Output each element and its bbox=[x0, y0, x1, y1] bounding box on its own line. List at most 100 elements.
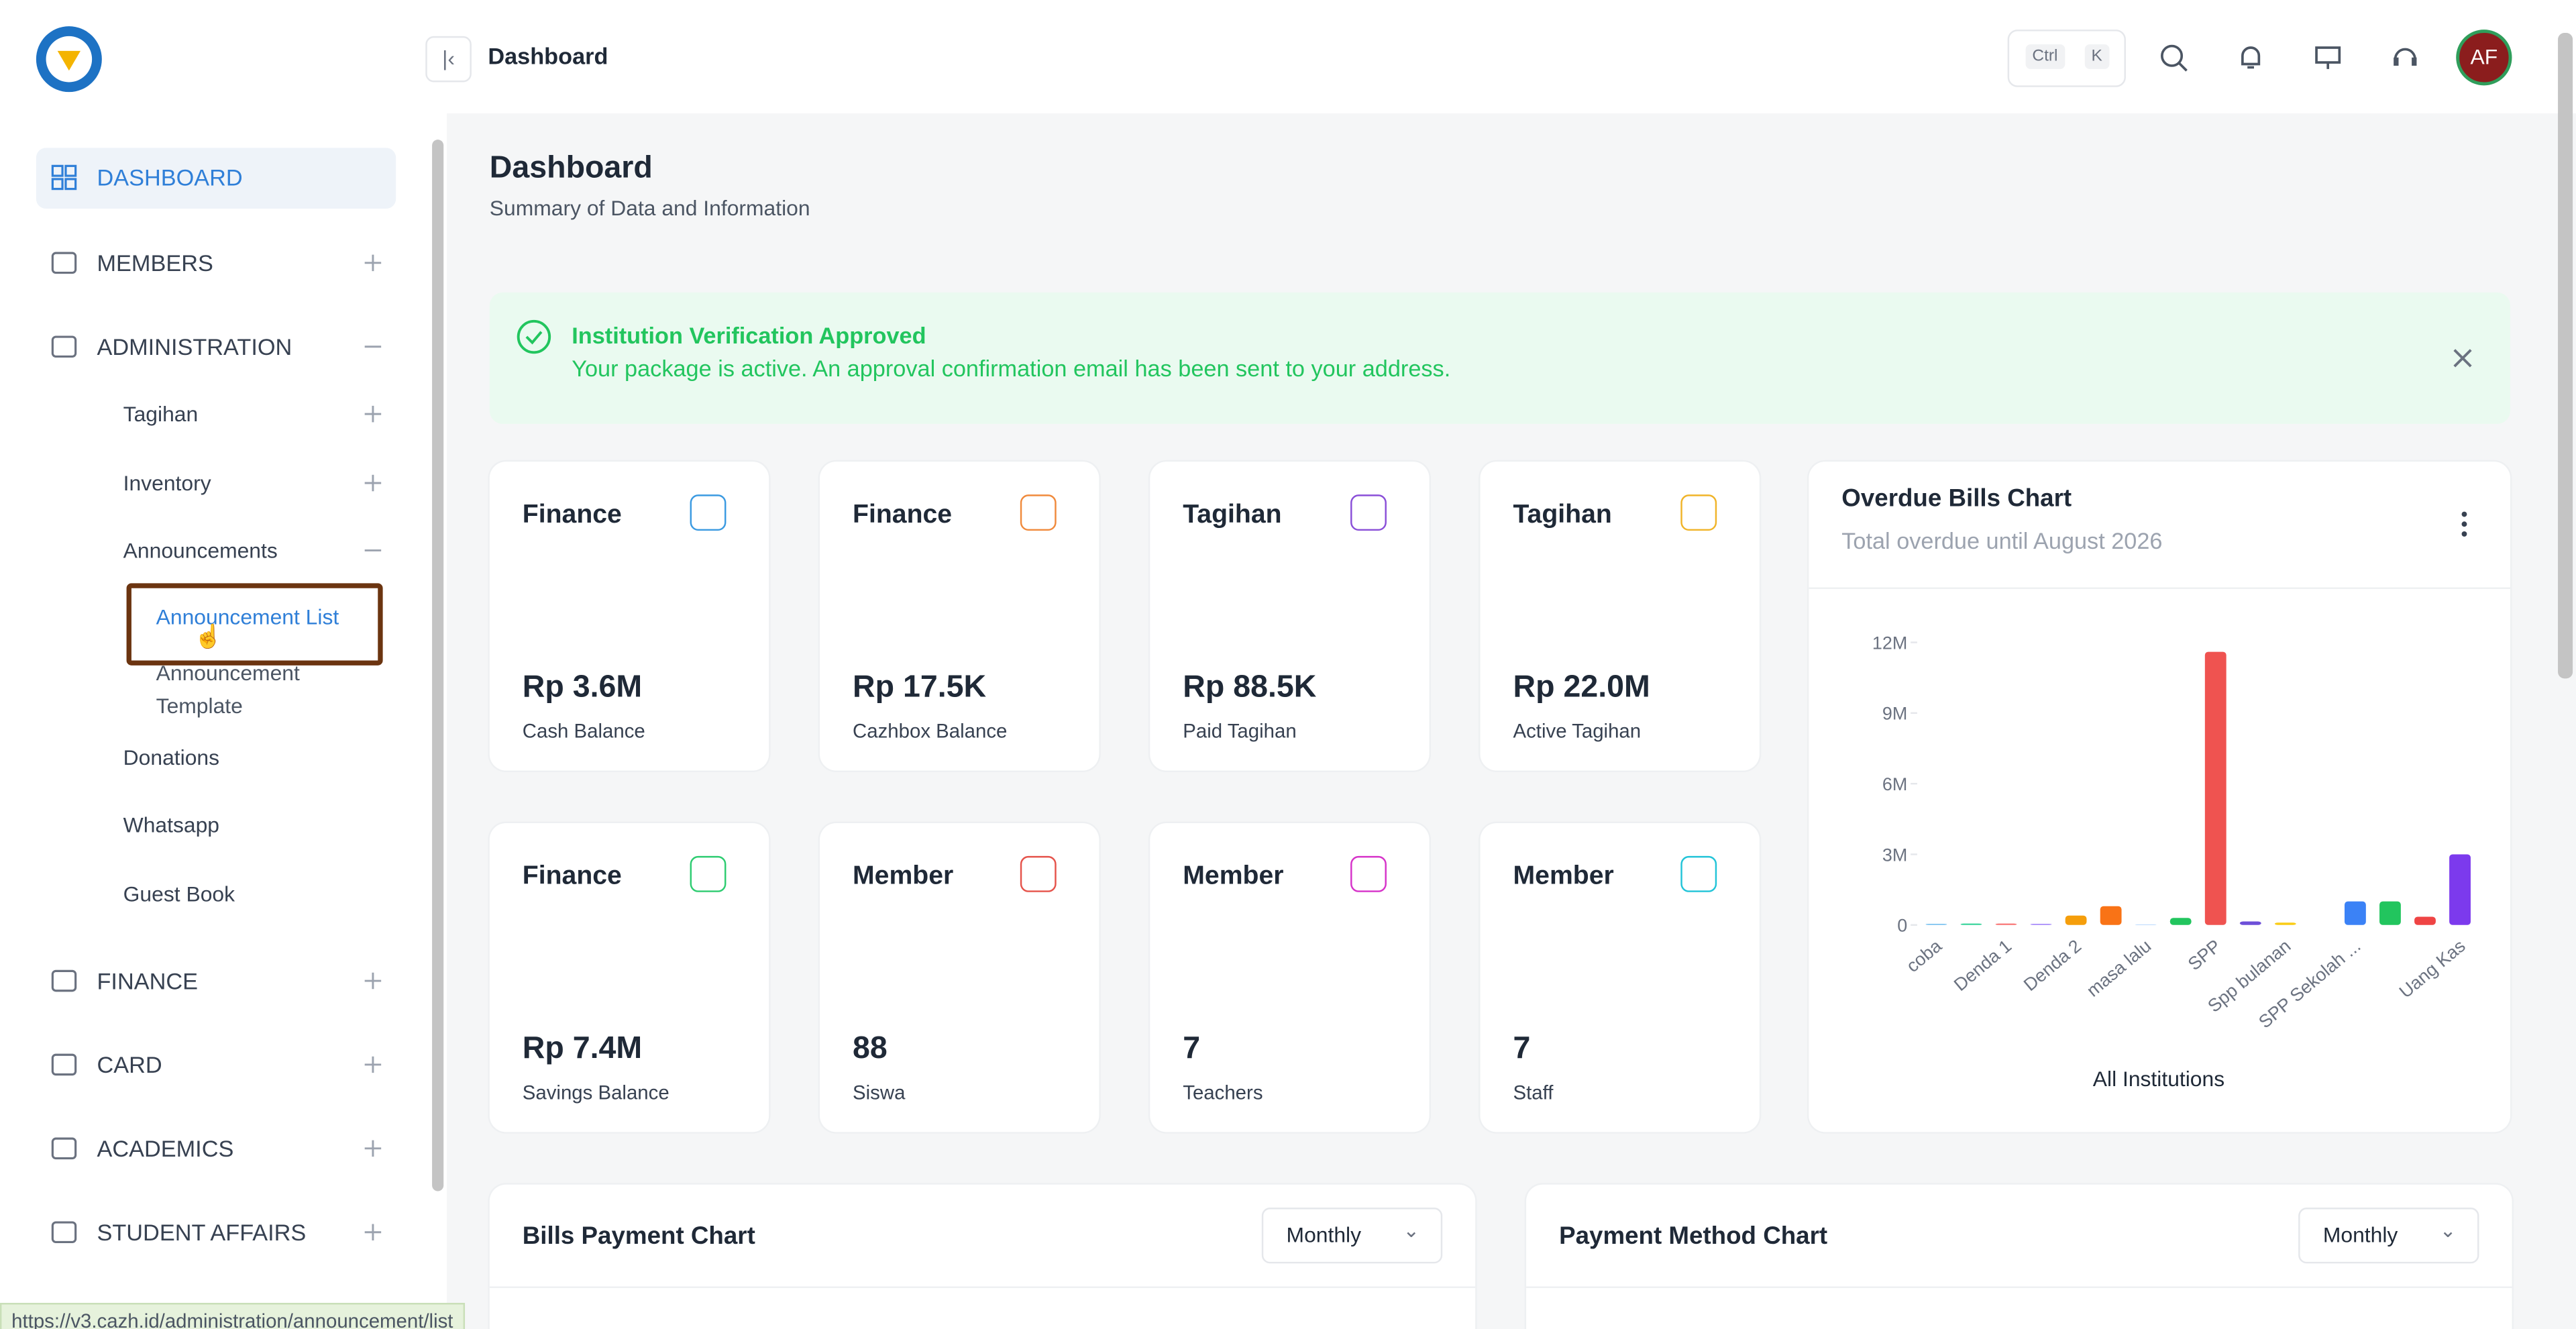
panel-title: Bills Payment Chart bbox=[522, 1222, 755, 1251]
bar bbox=[2379, 901, 2401, 925]
menu-icon[interactable] bbox=[2461, 511, 2467, 537]
bar bbox=[1925, 924, 1947, 925]
collapse-button[interactable]: |‹ bbox=[425, 36, 472, 83]
card-label: Active Tagihan bbox=[1513, 719, 1642, 743]
stat-card[interactable]: Tagihan Rp 88.5K Paid Tagihan bbox=[1150, 462, 1430, 771]
y-tick-label: 12M bbox=[1872, 633, 1907, 653]
card-label: Teachers bbox=[1183, 1081, 1263, 1104]
sub-nav-item[interactable]: Announcements bbox=[123, 538, 278, 563]
monitor-icon[interactable] bbox=[2313, 43, 2343, 72]
card-icon bbox=[1020, 494, 1057, 531]
card-category: Member bbox=[1513, 862, 1614, 891]
sub-nav-item[interactable]: Whatsapp bbox=[123, 812, 220, 837]
collapse-icon[interactable] bbox=[363, 337, 382, 356]
nav-item[interactable]: ADMINISTRATION bbox=[97, 333, 292, 360]
stat-card[interactable]: Finance Rp 7.4M Savings Balance bbox=[489, 822, 769, 1132]
nav-item[interactable]: CARD bbox=[97, 1051, 162, 1078]
panel-card: Payment Method Chart Monthly ⌄ bbox=[1526, 1184, 2512, 1329]
period-select[interactable]: Monthly ⌄ bbox=[1261, 1208, 1443, 1264]
stat-card[interactable]: Member 7 Staff bbox=[1480, 822, 1760, 1132]
alert: Institution Verification Approved Your p… bbox=[489, 292, 2511, 424]
bell-icon[interactable] bbox=[2236, 43, 2265, 72]
panel-title: Payment Method Chart bbox=[1559, 1222, 1828, 1251]
sub-nav-item[interactable]: Donations bbox=[123, 745, 220, 770]
card-icon bbox=[690, 494, 727, 531]
search-icon[interactable] bbox=[2159, 43, 2188, 72]
alert-title: Institution Verification Approved bbox=[572, 322, 926, 349]
chart-card: Overdue Bills Chart Total overdue until … bbox=[1809, 462, 2511, 1132]
bar bbox=[2414, 916, 2436, 925]
nav-icon bbox=[51, 1137, 77, 1160]
nav-icon bbox=[51, 335, 77, 358]
sub-nav-item[interactable]: Inventory bbox=[123, 470, 211, 496]
sub-nav-item[interactable]: Guest Book bbox=[123, 881, 235, 906]
x-tick-label: Denda 1 bbox=[1950, 936, 2015, 995]
bar bbox=[2135, 924, 2157, 925]
alert-message: Your package is active. An approval conf… bbox=[572, 354, 1451, 382]
nav-item[interactable]: DASHBOARD bbox=[97, 164, 243, 191]
card-value: 7 bbox=[1513, 1031, 1531, 1067]
topbar: |‹ Dashboard Ctrl K AF bbox=[425, 0, 2576, 113]
x-tick-label: Denda 2 bbox=[2020, 936, 2085, 995]
expand-icon[interactable] bbox=[363, 473, 382, 492]
card-category: Member bbox=[853, 862, 954, 891]
x-tick-label: SPP bbox=[2184, 936, 2225, 975]
card-value: 7 bbox=[1183, 1031, 1201, 1067]
card-value: Rp 17.5K bbox=[853, 670, 987, 705]
bar bbox=[2204, 651, 2226, 925]
stat-card[interactable]: Member 88 Siswa bbox=[820, 822, 1099, 1132]
nav-item[interactable]: ACADEMICS bbox=[97, 1135, 234, 1162]
expand-icon[interactable] bbox=[363, 404, 382, 423]
stat-card[interactable]: Finance Rp 17.5K Cazhbox Balance bbox=[820, 462, 1099, 771]
sub-sub-nav-item[interactable]: Announcement List bbox=[156, 604, 339, 629]
bar bbox=[2030, 924, 2052, 925]
period-value: Monthly bbox=[1286, 1222, 1362, 1247]
nav-icon bbox=[51, 252, 77, 274]
card-label: Siswa bbox=[853, 1081, 906, 1104]
nav-item[interactable]: STUDENT AFFAIRS bbox=[97, 1219, 307, 1246]
bar bbox=[1960, 923, 1982, 925]
stat-card[interactable]: Finance Rp 3.6M Cash Balance bbox=[489, 462, 769, 771]
card-category: Tagihan bbox=[1513, 500, 1612, 529]
sidebar: DASHBOARD MEMBERS ADMINISTRATION FINANCE CAR… bbox=[0, 0, 447, 1329]
expand-icon[interactable] bbox=[363, 1222, 382, 1242]
stat-card[interactable]: Member 7 Teachers bbox=[1150, 822, 1430, 1132]
logo[interactable] bbox=[34, 25, 103, 94]
collapse-icon[interactable] bbox=[363, 541, 382, 560]
card-icon bbox=[1350, 855, 1387, 892]
close-icon[interactable] bbox=[2451, 347, 2474, 370]
avatar[interactable]: AF bbox=[2456, 30, 2512, 86]
bar bbox=[2169, 918, 2192, 925]
stat-card[interactable]: Tagihan Rp 22.0M Active Tagihan bbox=[1480, 462, 1760, 771]
expand-icon[interactable] bbox=[363, 1138, 382, 1158]
chevron: ⌄ bbox=[1403, 1219, 1420, 1242]
y-tick-label: 9M bbox=[1882, 704, 1907, 724]
bar bbox=[2065, 915, 2087, 925]
nav-icon bbox=[51, 1221, 77, 1244]
page-scrollbar bbox=[2558, 32, 2573, 679]
check-icon bbox=[517, 319, 551, 354]
panel-card: Bills Payment Chart Monthly ⌄ bbox=[489, 1184, 1476, 1329]
expand-icon[interactable] bbox=[363, 253, 382, 272]
expand-icon[interactable] bbox=[363, 971, 382, 990]
card-icon bbox=[1680, 494, 1717, 531]
chart-title: Overdue Bills Chart bbox=[1841, 484, 2072, 511]
card-icon bbox=[690, 855, 727, 892]
card-label: Savings Balance bbox=[522, 1081, 669, 1104]
sub-sub-nav-item[interactable]: Announcement Template bbox=[156, 660, 300, 719]
active-item-bg bbox=[36, 148, 396, 209]
card-category: Tagihan bbox=[1183, 500, 1282, 529]
nav-icon bbox=[51, 1053, 77, 1076]
page-title: Dashboard bbox=[489, 151, 653, 186]
nav-item[interactable]: MEMBERS bbox=[97, 250, 213, 276]
expand-icon[interactable] bbox=[363, 1055, 382, 1074]
shortcut[interactable]: Ctrl K bbox=[2007, 30, 2126, 87]
sub-nav-item[interactable]: Tagihan bbox=[123, 401, 199, 427]
cursor: ☝ bbox=[193, 623, 223, 649]
nav-item[interactable]: FINANCE bbox=[97, 967, 198, 994]
card-label: Cazhbox Balance bbox=[853, 719, 1008, 743]
support-icon[interactable] bbox=[2390, 43, 2420, 72]
period-select[interactable]: Monthly ⌄ bbox=[2298, 1208, 2479, 1264]
